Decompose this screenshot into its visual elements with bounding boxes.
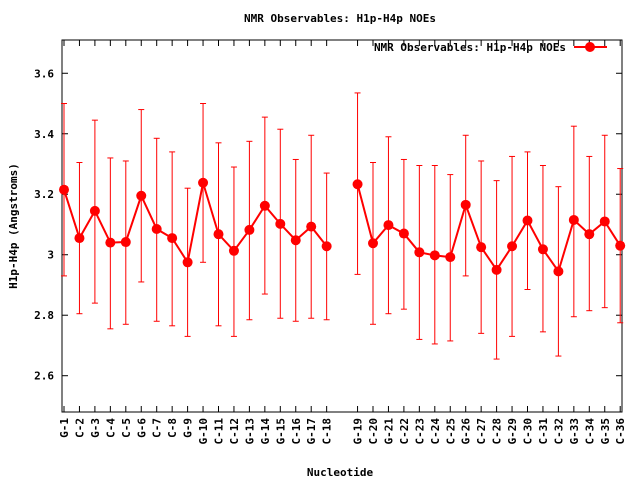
x-tick-label: G-10 xyxy=(197,418,210,445)
data-point xyxy=(476,242,487,253)
x-tick-label: G-9 xyxy=(182,418,195,438)
data-point xyxy=(537,244,548,255)
y-axis-label: H1p-H4p (Angstroms) xyxy=(7,163,20,289)
data-point xyxy=(74,233,85,244)
x-tick-label: G-6 xyxy=(135,418,148,438)
data-point xyxy=(460,199,471,210)
x-tick-label: C-11 xyxy=(213,418,226,445)
data-point xyxy=(136,190,147,201)
data-point xyxy=(553,266,564,277)
x-tick-label: C-32 xyxy=(552,418,565,445)
y-tick-label: 3.2 xyxy=(34,188,54,201)
data-point xyxy=(414,247,425,258)
x-tick-label: C-20 xyxy=(367,418,380,445)
data-point xyxy=(568,214,579,225)
x-tick-label: C-30 xyxy=(522,418,535,445)
data-point xyxy=(599,216,610,227)
x-tick-label: C-34 xyxy=(583,418,596,445)
x-tick-label: C-4 xyxy=(104,418,117,438)
data-point xyxy=(491,264,502,275)
series-line xyxy=(63,182,328,265)
data-point xyxy=(167,233,178,244)
data-point xyxy=(445,252,456,263)
data-point xyxy=(213,229,224,240)
data-point xyxy=(615,240,626,251)
y-tick-label: 3 xyxy=(47,249,54,262)
data-point xyxy=(306,221,317,232)
y-axis: 2.6 2.8 3 3.2 3.4 3.6 xyxy=(34,67,622,383)
x-tick-label: C-25 xyxy=(444,418,457,445)
x-tick-label: C-12 xyxy=(228,418,241,445)
x-tick-label: C-36 xyxy=(614,418,627,445)
y-tick-label: 3.4 xyxy=(34,128,54,141)
data-point xyxy=(398,228,409,239)
x-tick-label: C-7 xyxy=(151,418,164,438)
x-tick-label: C-2 xyxy=(73,418,86,438)
legend-label: NMR Observables: H1p-H4p NOEs xyxy=(374,41,566,54)
plot-area xyxy=(59,92,626,360)
x-tick-label: C-28 xyxy=(491,418,504,445)
x-tick-label: G-3 xyxy=(89,418,102,438)
x-tick-label: G-33 xyxy=(568,418,581,445)
chart-title: NMR Observables: H1p-H4p NOEs xyxy=(244,12,436,25)
x-tick-label: C-22 xyxy=(398,418,411,445)
data-point xyxy=(383,220,394,231)
x-tick-label: G-13 xyxy=(243,418,256,445)
data-point xyxy=(321,241,332,252)
data-point xyxy=(120,237,131,248)
y-tick-label: 2.8 xyxy=(34,309,54,322)
y-tick-label: 2.6 xyxy=(34,370,54,383)
data-point xyxy=(244,224,255,235)
x-tick-label: G-29 xyxy=(506,418,519,445)
data-point xyxy=(198,177,209,188)
x-axis-label: Nucleotide xyxy=(307,466,374,479)
series-line xyxy=(356,184,622,274)
data-point xyxy=(275,218,286,229)
x-tick-label: C-31 xyxy=(537,418,550,445)
data-point xyxy=(259,200,270,211)
x-tick-label: C-18 xyxy=(321,418,334,445)
data-point xyxy=(151,224,162,235)
x-tick-label: C-5 xyxy=(120,418,133,438)
data-point xyxy=(89,205,100,216)
x-tick-label: C-23 xyxy=(413,418,426,445)
x-tick-label: C-27 xyxy=(475,418,488,445)
data-point xyxy=(507,241,518,252)
legend-marker xyxy=(585,42,595,52)
x-axis: G-1 C-2 G-3 C-4 C-5 G-6 C-7 C-8 G-9 G-10 C-11 C-12 G… xyxy=(58,40,627,445)
x-tick-label: G-14 xyxy=(259,418,272,445)
data-point xyxy=(429,250,440,261)
data-point xyxy=(352,179,363,190)
x-tick-label: G-35 xyxy=(599,418,612,445)
data-point xyxy=(522,215,533,226)
x-tick-label: G-15 xyxy=(274,418,287,445)
x-tick-label: C-16 xyxy=(290,418,303,445)
x-tick-label: G-17 xyxy=(305,418,318,445)
x-tick-label: G-1 xyxy=(58,418,71,438)
data-point xyxy=(290,235,301,246)
data-point xyxy=(59,184,69,195)
x-tick-label: C-24 xyxy=(429,418,442,445)
plot-frame xyxy=(61,39,623,413)
data-point xyxy=(228,245,239,256)
x-tick-label: G-26 xyxy=(460,418,473,445)
y-tick-label: 3.6 xyxy=(34,67,54,80)
x-tick-label: G-19 xyxy=(352,418,365,445)
data-point xyxy=(182,257,193,268)
x-tick-label: G-21 xyxy=(382,418,395,445)
x-tick-label: C-8 xyxy=(166,418,179,438)
data-point xyxy=(368,238,378,249)
data-point xyxy=(105,237,116,248)
data-point xyxy=(584,229,595,240)
legend: NMR Observables: H1p-H4p NOEs xyxy=(374,41,607,54)
